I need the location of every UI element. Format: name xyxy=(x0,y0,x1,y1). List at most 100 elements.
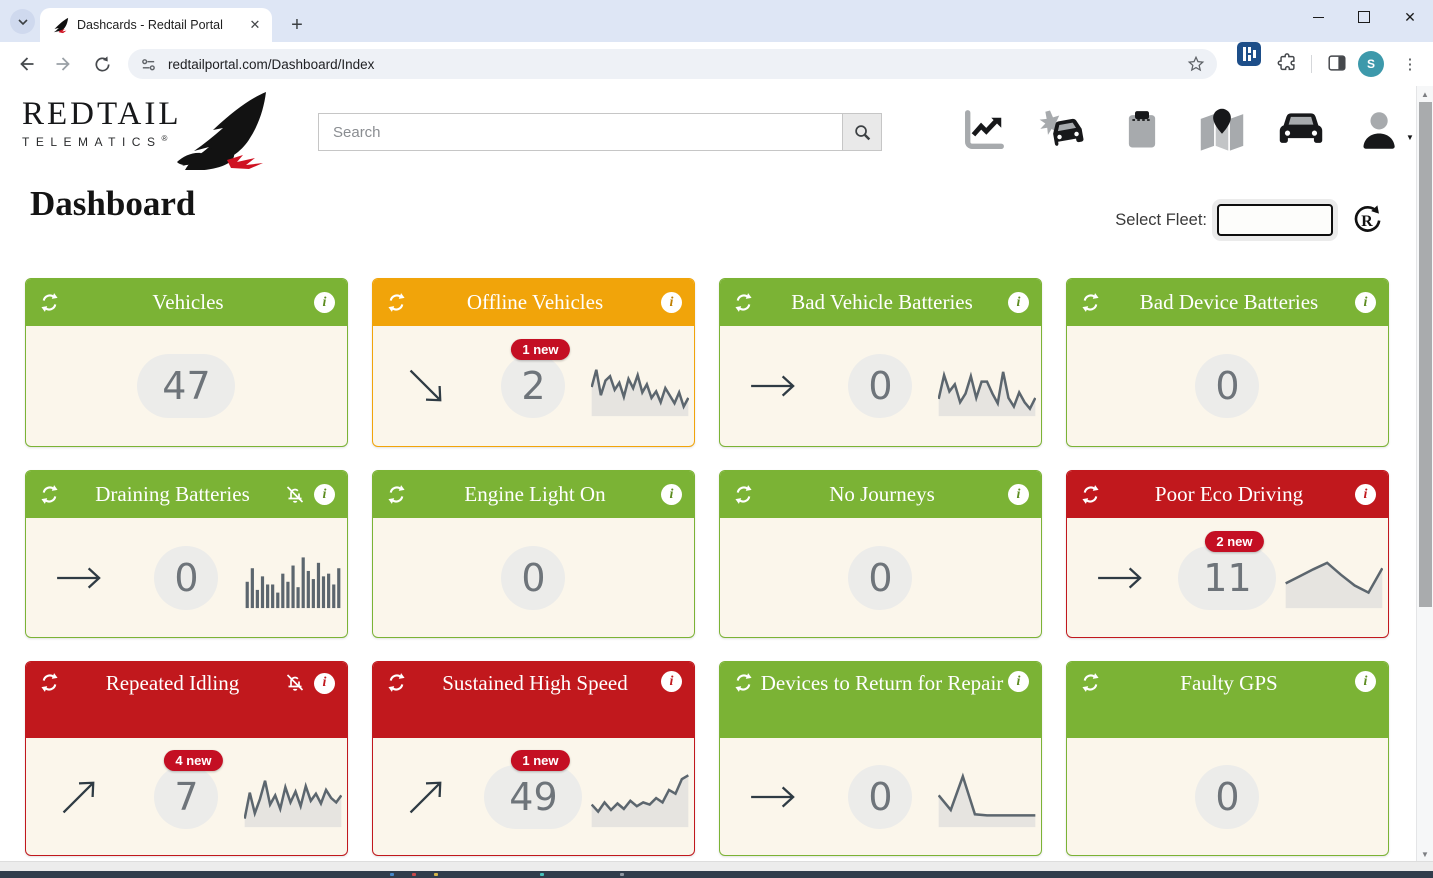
card-vehicles[interactable]: Vehicles i 47 xyxy=(25,278,348,447)
extension-icon[interactable] xyxy=(1237,42,1261,66)
card-engine-light-on[interactable]: Engine Light On i 0 xyxy=(372,470,695,638)
card-refresh-icon[interactable] xyxy=(732,671,756,694)
card-refresh-icon[interactable] xyxy=(732,483,756,506)
scroll-down-arrow[interactable]: ▼ xyxy=(1421,849,1429,859)
clipboard-icon[interactable] xyxy=(1116,106,1168,154)
reload-button[interactable] xyxy=(90,52,114,76)
window-maximize-button[interactable] xyxy=(1341,0,1387,34)
card-title: Bad Vehicle Batteries xyxy=(791,289,973,314)
site-info-icon[interactable] xyxy=(140,56,157,73)
card-refresh-icon[interactable] xyxy=(385,671,409,694)
card-poor-eco-driving[interactable]: Poor Eco Driving i 2 new 11 xyxy=(1066,470,1389,638)
info-icon[interactable]: i xyxy=(661,292,682,313)
card-refresh-icon[interactable] xyxy=(38,671,62,694)
info-icon[interactable]: i xyxy=(1008,484,1029,505)
refresh-r-icon: R xyxy=(1354,205,1381,232)
card-title: Draining Batteries xyxy=(95,481,250,506)
card-refresh-icon[interactable] xyxy=(38,483,62,506)
scrollbar-thumb[interactable] xyxy=(1419,102,1432,607)
card-offline-vehicles[interactable]: Offline Vehicles i 1 new 2 xyxy=(372,278,695,447)
search-button[interactable] xyxy=(842,113,882,151)
trend-right-arrow-icon xyxy=(1092,550,1148,606)
extensions-puzzle-icon[interactable] xyxy=(1276,52,1298,74)
card-value: 0 xyxy=(501,545,566,610)
trend-right-arrow-icon xyxy=(745,358,801,414)
search-input[interactable] xyxy=(318,113,842,151)
card-body: 0 xyxy=(720,518,1041,637)
vertical-scrollbar[interactable]: ▲ ▼ xyxy=(1416,86,1433,862)
card-faulty-gps[interactable]: Faulty GPS i 0 xyxy=(1066,661,1389,856)
card-header: Draining Batteries i xyxy=(26,471,347,518)
page-title: Dashboard xyxy=(30,184,196,223)
url-text: redtailportal.com/Dashboard/Index xyxy=(168,56,375,72)
info-icon[interactable]: i xyxy=(1355,671,1376,692)
card-header: Poor Eco Driving i xyxy=(1067,471,1388,518)
window-minimize-button[interactable] xyxy=(1295,0,1341,34)
bookmark-star-icon[interactable] xyxy=(1187,55,1205,73)
brand-subtitle: TELEMATICS xyxy=(22,135,162,149)
trend-right-arrow-icon xyxy=(51,550,107,606)
card-value: 49 xyxy=(484,764,583,829)
browser-tab[interactable]: Dashcards - Redtail Portal ✕ xyxy=(40,8,272,42)
info-icon[interactable]: i xyxy=(661,671,682,692)
address-bar[interactable]: redtailportal.com/Dashboard/Index xyxy=(128,49,1217,79)
redtail-logo[interactable]: REDTAIL TELEMATICS® xyxy=(22,92,272,170)
tab-title: Dashcards - Redtail Portal xyxy=(77,18,223,32)
card-value: 0 xyxy=(848,354,913,418)
card-title: Offline Vehicles xyxy=(466,289,604,314)
select-fleet-label: Select Fleet: xyxy=(1115,210,1207,229)
sparkline-chart xyxy=(591,773,690,827)
card-refresh-icon[interactable] xyxy=(732,291,756,314)
card-refresh-icon[interactable] xyxy=(1079,291,1103,314)
info-icon[interactable]: i xyxy=(314,484,335,505)
card-sustained-high-speed[interactable]: Sustained High Speed i 1 new 49 xyxy=(372,661,695,856)
card-bad-device-batteries[interactable]: Bad Device Batteries i 0 xyxy=(1066,278,1389,447)
bell-slash-icon[interactable] xyxy=(283,671,307,695)
profile-avatar[interactable]: S xyxy=(1358,51,1384,77)
sparkline-chart xyxy=(1285,560,1384,608)
scroll-up-arrow[interactable]: ▲ xyxy=(1421,89,1429,99)
card-draining-batteries[interactable]: Draining Batteries i 0 xyxy=(25,470,348,638)
select-fleet: Select Fleet: R xyxy=(1115,202,1385,238)
card-refresh-icon[interactable] xyxy=(385,291,409,314)
card-title: Engine Light On xyxy=(464,481,606,506)
back-button[interactable] xyxy=(14,52,38,76)
card-refresh-icon[interactable] xyxy=(38,291,62,314)
info-icon[interactable]: i xyxy=(661,484,682,505)
analytics-icon[interactable] xyxy=(958,106,1010,154)
car-crash-icon[interactable] xyxy=(1037,106,1089,154)
card-header: Offline Vehicles i xyxy=(373,279,694,326)
card-refresh-icon[interactable] xyxy=(385,483,409,506)
vehicle-icon[interactable] xyxy=(1275,106,1327,154)
info-icon[interactable]: i xyxy=(314,672,335,694)
new-tab-button[interactable]: + xyxy=(291,13,303,36)
card-refresh-icon[interactable] xyxy=(1079,671,1103,694)
map-pin-icon[interactable] xyxy=(1196,106,1248,154)
tab-search-button[interactable] xyxy=(10,9,35,34)
info-icon[interactable]: i xyxy=(1355,292,1376,313)
refresh-fleet-button[interactable]: R xyxy=(1349,202,1385,238)
card-no-journeys[interactable]: No Journeys i 0 xyxy=(719,470,1042,638)
tab-close-icon[interactable]: ✕ xyxy=(249,17,261,32)
top-navigation: ▼ xyxy=(958,104,1414,156)
info-icon[interactable]: i xyxy=(1355,484,1376,505)
horizontal-scrollbar[interactable] xyxy=(0,861,1433,871)
window-close-button[interactable]: ✕ xyxy=(1404,8,1416,25)
info-icon[interactable]: i xyxy=(314,292,335,313)
card-devices-to-return-for-repair[interactable]: Devices to Return for Repair i 0 xyxy=(719,661,1042,856)
info-icon[interactable]: i xyxy=(1008,292,1029,313)
card-repeated-idling[interactable]: Repeated Idling i 4 new 7 xyxy=(25,661,348,856)
card-refresh-icon[interactable] xyxy=(1079,483,1103,506)
cards-grid: Vehicles i 47 Offline Vehicles i 1 new 2 Bad Ve… xyxy=(25,278,1389,856)
card-body: 2 new 11 xyxy=(1067,518,1388,637)
browser-menu-icon[interactable]: ⋮ xyxy=(1402,56,1418,73)
bell-slash-icon[interactable] xyxy=(283,483,307,507)
select-fleet-input[interactable] xyxy=(1217,204,1333,236)
info-icon[interactable]: i xyxy=(1008,671,1029,692)
side-panel-icon[interactable] xyxy=(1326,52,1348,74)
taskbar-sliver xyxy=(0,871,1433,878)
card-bad-vehicle-batteries[interactable]: Bad Vehicle Batteries i 0 xyxy=(719,278,1042,447)
forward-button[interactable] xyxy=(52,52,76,76)
user-account-icon[interactable]: ▼ xyxy=(1354,106,1414,154)
card-header: Bad Device Batteries i xyxy=(1067,279,1388,326)
